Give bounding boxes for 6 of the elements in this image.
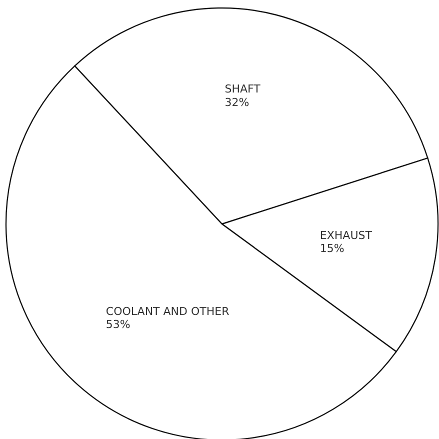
data-label: 32% (224, 96, 250, 109)
slice-label: COOLANT AND OTHER (106, 304, 230, 318)
slice-label: EXHAUST (320, 228, 372, 242)
slice-label: SHAFT (224, 82, 261, 96)
data-label: 53% (106, 318, 130, 332)
data-label: 15% (320, 242, 344, 255)
